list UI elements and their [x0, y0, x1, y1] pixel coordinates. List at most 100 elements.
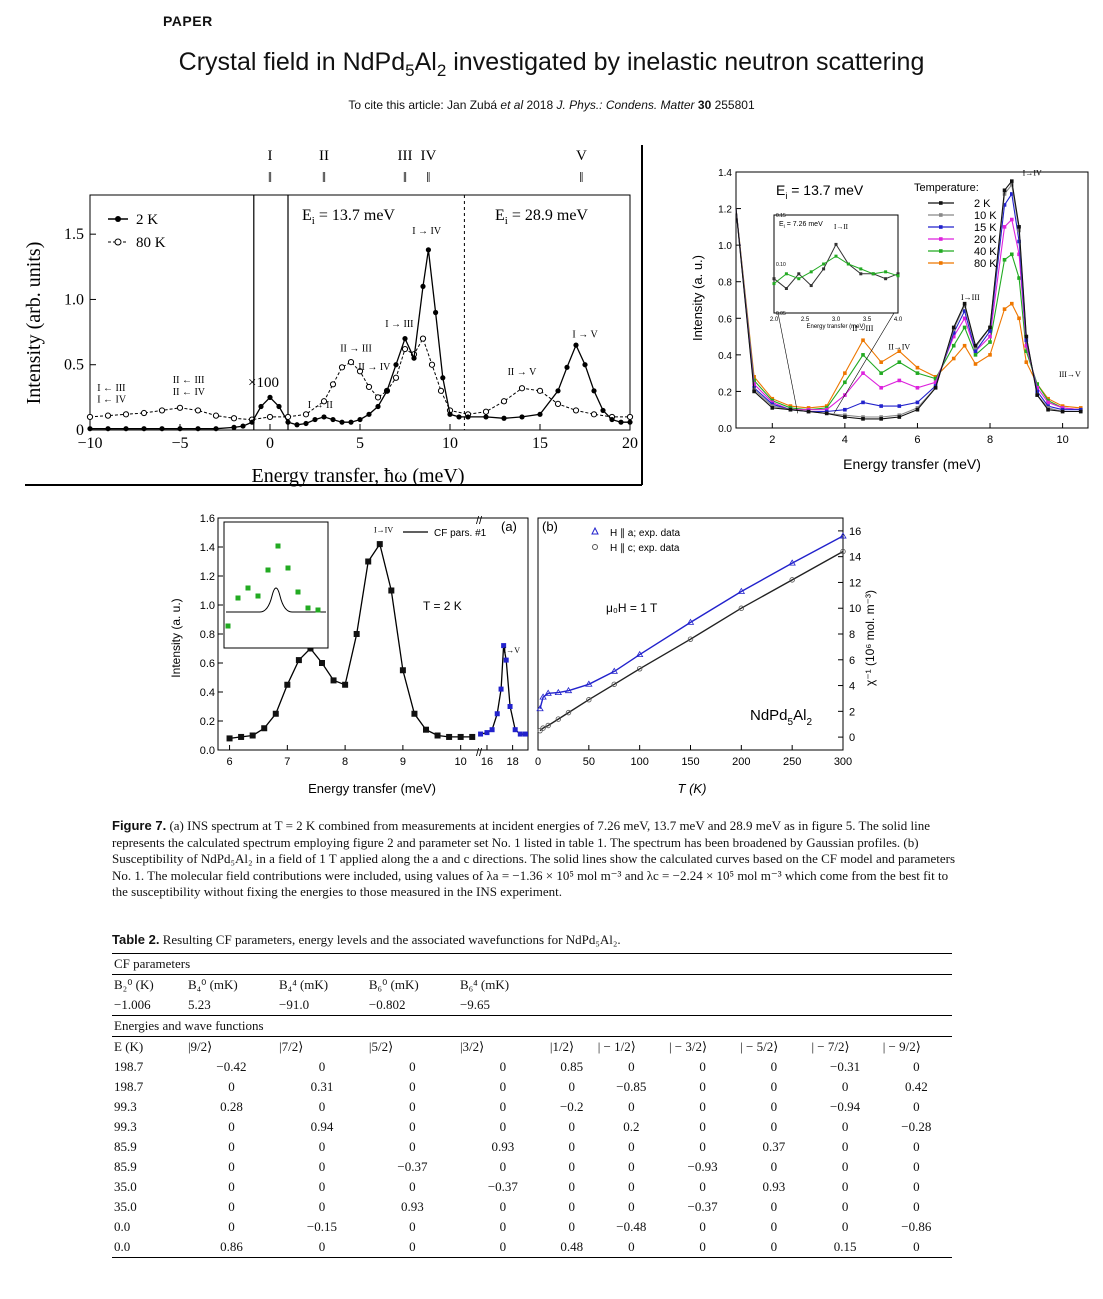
inset-point — [315, 607, 321, 613]
point-2k — [330, 416, 336, 423]
table-row: 35.0 0 0 0.93 0 0 0 −0.37 0 0 0 — [112, 1197, 952, 1217]
series-point — [1024, 349, 1029, 353]
point-main — [226, 735, 233, 742]
y-tick-label: 0.2 — [718, 387, 732, 398]
inset-xlabel: Energy transfer (meV) — [806, 324, 865, 330]
series-point — [806, 407, 811, 412]
inset-point — [834, 242, 838, 246]
y-tick-label: 0 — [76, 422, 84, 439]
table-cell: 0 — [628, 1139, 635, 1154]
series-point — [1060, 409, 1065, 414]
legend-marker — [939, 261, 943, 265]
series-point — [861, 415, 865, 419]
wf-header: | − 5/2⟩ — [738, 1036, 810, 1057]
series-point — [1035, 385, 1039, 390]
table-cell: −0.15 — [306, 1219, 337, 1234]
table-cell: −0.48 — [616, 1219, 647, 1234]
table-cell: 0 — [770, 1079, 778, 1094]
table-cell: 0 — [499, 1079, 507, 1094]
series-point — [1009, 192, 1014, 196]
table-cell: 0.42 — [904, 1079, 928, 1094]
x-tick-label: 10 — [442, 435, 458, 452]
series-point — [788, 407, 793, 412]
point-v — [494, 711, 500, 717]
inset-point — [225, 623, 231, 629]
table-cell: 0 — [770, 1199, 778, 1214]
series-80k-line — [89, 337, 630, 421]
table-cell: 0 — [318, 1099, 326, 1114]
y-tick-label: 4 — [849, 681, 855, 693]
series-point — [988, 334, 992, 339]
series-point — [897, 378, 902, 383]
point-main — [330, 677, 337, 684]
legend-marker — [939, 237, 943, 241]
series-point — [824, 411, 829, 416]
inset-point — [235, 595, 241, 601]
table-cell: 0 — [770, 1159, 778, 1174]
transition-label: I → II — [308, 400, 333, 411]
table-cell: 0 — [499, 1219, 507, 1234]
panel-label-a: (a) — [501, 519, 517, 534]
table-cell: 0 — [409, 1099, 416, 1114]
inset-x-tick-label: 2.5 — [801, 317, 810, 323]
ei-label-right: Ei = 28.9 meV — [495, 207, 588, 227]
point-2k — [339, 419, 345, 425]
point-main — [261, 725, 268, 732]
point-v — [507, 704, 513, 709]
inset-point — [797, 272, 801, 276]
point-2k — [618, 419, 624, 425]
series-point — [843, 371, 847, 375]
y-tick-label: 0.4 — [200, 687, 215, 699]
series-point — [1024, 360, 1029, 364]
param-value: −1.006 — [114, 997, 151, 1012]
legend-cf: CF pars. #1 — [434, 528, 487, 539]
series-point — [1046, 398, 1050, 403]
table-cell: 0 — [409, 1219, 416, 1234]
cf-table: CF parameters B₂⁰ (K) B₄⁰ (mK) B₄⁴ (mK) B₆⁰… — [112, 953, 952, 1258]
series-ha-line — [539, 535, 844, 709]
point-2k — [600, 407, 606, 414]
inset-point — [809, 284, 813, 288]
point-2k — [276, 403, 282, 410]
inset-pointer — [777, 312, 798, 414]
point-80k — [518, 385, 526, 392]
table-cell: 85.9 — [114, 1139, 137, 1154]
series-point — [843, 415, 847, 419]
legend: 2 K10 K15 K20 K40 K80 K — [928, 198, 997, 270]
point-main — [365, 558, 372, 565]
wf-header: | − 3/2⟩ — [666, 1036, 739, 1057]
series-point — [1035, 389, 1039, 394]
ei-label: Ei = 13.7 meV — [776, 182, 864, 201]
series-point — [770, 404, 775, 408]
series-point — [962, 309, 967, 313]
y-tick-label: 6 — [849, 655, 855, 667]
point-80k — [176, 404, 184, 411]
table-cell: −0.37 — [487, 1179, 518, 1194]
point-ha — [686, 618, 695, 625]
point-80k — [266, 413, 274, 421]
point-v — [512, 727, 518, 733]
table-cell: 0 — [699, 1079, 706, 1094]
series-point — [843, 413, 847, 417]
point-main — [399, 667, 406, 674]
plot-frame — [89, 194, 631, 431]
y-tick-label: 10 — [849, 603, 861, 615]
table-caption: Table 2. Resulting CF parameters, energy… — [112, 932, 621, 947]
series-point — [1024, 334, 1029, 339]
top-level-marker: ‖ — [403, 170, 407, 186]
x-tick-label: 300 — [834, 756, 852, 768]
point-80k — [419, 335, 427, 342]
table-cell: 0.94 — [310, 1119, 334, 1134]
point-2k — [177, 426, 183, 432]
series-point — [1078, 407, 1083, 412]
table-cell: 0 — [913, 1199, 920, 1214]
table-cell: 0 — [409, 1059, 416, 1074]
table-cell: 0 — [699, 1219, 706, 1234]
point-80k — [86, 413, 94, 421]
table-cell: 0 — [770, 1059, 778, 1074]
point-2k — [123, 426, 129, 432]
series-2k-line — [90, 249, 630, 430]
table-cell: 0 — [913, 1159, 920, 1174]
series-point — [973, 343, 978, 348]
table-cell: 0 — [499, 1099, 507, 1114]
